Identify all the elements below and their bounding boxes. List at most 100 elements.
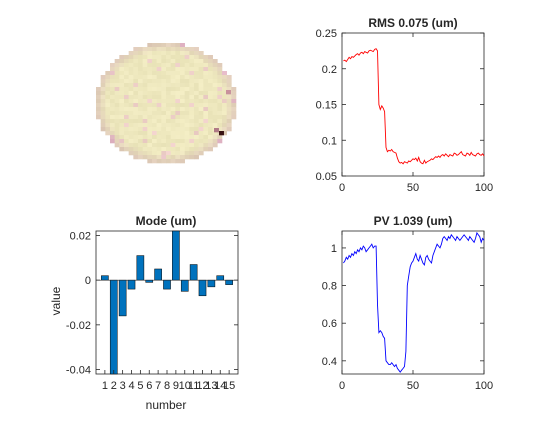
mode-bar bbox=[189, 264, 198, 281]
surface-cell bbox=[156, 155, 162, 160]
surface-cell bbox=[166, 43, 171, 48]
surface-cell bbox=[166, 67, 171, 72]
surface-cell bbox=[194, 71, 199, 76]
surface-cell bbox=[189, 75, 195, 80]
surface-cell bbox=[166, 71, 171, 76]
surface-cell bbox=[170, 103, 176, 108]
mode-xtick-label: 11 bbox=[188, 380, 199, 392]
surface-cell bbox=[96, 91, 101, 96]
surface-cell bbox=[208, 87, 213, 92]
surface-cell bbox=[156, 159, 162, 164]
surface-cell bbox=[110, 115, 115, 120]
surface-cell bbox=[105, 79, 111, 84]
surface-cell bbox=[194, 131, 199, 136]
surface-cell bbox=[170, 155, 176, 160]
surface-cell bbox=[124, 99, 129, 104]
surface-cell bbox=[124, 71, 129, 76]
surface-cell bbox=[203, 99, 209, 104]
surface-cell bbox=[175, 127, 181, 132]
surface-cell bbox=[226, 95, 232, 100]
surface-cell bbox=[217, 87, 223, 92]
surface-cell bbox=[152, 71, 157, 76]
surface-cell bbox=[124, 111, 129, 116]
surface-cell bbox=[212, 83, 218, 88]
surface-cell bbox=[166, 83, 171, 88]
mode-ytick-label: 0 bbox=[85, 275, 91, 287]
surface-cell bbox=[110, 107, 115, 112]
surface-cell bbox=[110, 83, 115, 88]
pv-plot: PV 1.039 (um) 0.4 0.6 0.8 1 0 50 100 bbox=[322, 214, 493, 392]
rms-series-line bbox=[343, 48, 485, 165]
surface-cell bbox=[180, 131, 185, 136]
surface-cell bbox=[217, 79, 223, 84]
surface-cell bbox=[138, 55, 143, 60]
mode-bar bbox=[180, 279, 189, 292]
surface-cell bbox=[128, 123, 134, 128]
surface-cell bbox=[198, 87, 204, 92]
surface-cell bbox=[114, 123, 120, 128]
surface-cell bbox=[114, 99, 120, 104]
surface-cell bbox=[166, 87, 171, 92]
surface-cell bbox=[184, 139, 190, 144]
surface-cell bbox=[100, 95, 106, 100]
surface-cell bbox=[114, 115, 120, 120]
surface-cell bbox=[166, 107, 171, 112]
surface-cell bbox=[142, 143, 148, 148]
surface-cell bbox=[100, 115, 106, 120]
surface-cell bbox=[152, 99, 157, 104]
surface-cell bbox=[161, 55, 167, 60]
surface-cell bbox=[194, 83, 199, 88]
surface-cell bbox=[100, 119, 106, 124]
pv-title: PV 1.039 (um) bbox=[374, 214, 453, 228]
surface-cell bbox=[166, 119, 171, 124]
surface-cell bbox=[124, 95, 129, 100]
surface-cell bbox=[138, 83, 143, 88]
surface-cell bbox=[184, 67, 190, 72]
surface-cell bbox=[184, 103, 190, 108]
surface-cell bbox=[110, 95, 115, 100]
surface-cell bbox=[133, 111, 139, 116]
surface-cell bbox=[124, 143, 129, 148]
surface-cell bbox=[156, 123, 162, 128]
surface-cell bbox=[147, 43, 153, 48]
mode-bar bbox=[101, 275, 109, 281]
surface-cell bbox=[133, 131, 139, 136]
surface-cell bbox=[175, 147, 181, 152]
surface-cell bbox=[110, 79, 115, 84]
surface-cell bbox=[114, 79, 120, 84]
surface-cell bbox=[175, 75, 181, 80]
surface-cell bbox=[175, 79, 181, 84]
surface-cell bbox=[161, 107, 167, 112]
surface-cell bbox=[100, 79, 106, 84]
mode-xtick-label: 13 bbox=[205, 380, 217, 392]
surface-cell bbox=[138, 127, 143, 132]
surface-cell bbox=[110, 71, 115, 76]
surface-cell bbox=[217, 91, 223, 96]
surface-cell bbox=[161, 75, 167, 80]
surface-cell bbox=[100, 75, 106, 80]
surface-cell bbox=[119, 143, 125, 148]
pv-ytick-label: 0.4 bbox=[322, 356, 337, 368]
surface-cell bbox=[133, 63, 139, 68]
surface-cell bbox=[203, 55, 209, 60]
surface-cell bbox=[189, 119, 195, 124]
surface-cell bbox=[170, 87, 176, 92]
surface-cell bbox=[119, 103, 125, 108]
surface-cell bbox=[156, 127, 162, 132]
surface-cell bbox=[208, 63, 213, 68]
surface-cell bbox=[180, 143, 185, 148]
rms-xtick-label: 50 bbox=[407, 182, 419, 194]
surface-cell bbox=[180, 115, 185, 120]
surface-cell bbox=[124, 123, 129, 128]
surface-cell bbox=[100, 103, 106, 108]
rms-title: RMS 0.075 (um) bbox=[368, 16, 457, 30]
surface-cell bbox=[142, 127, 148, 132]
surface-cell bbox=[212, 139, 218, 144]
surface-cell bbox=[203, 111, 209, 116]
surface-cell bbox=[184, 71, 190, 76]
surface-cell bbox=[133, 83, 139, 88]
surface-cell bbox=[180, 87, 185, 92]
surface-cell bbox=[147, 107, 153, 112]
surface-cell bbox=[194, 139, 199, 144]
surface-cell bbox=[170, 143, 176, 148]
